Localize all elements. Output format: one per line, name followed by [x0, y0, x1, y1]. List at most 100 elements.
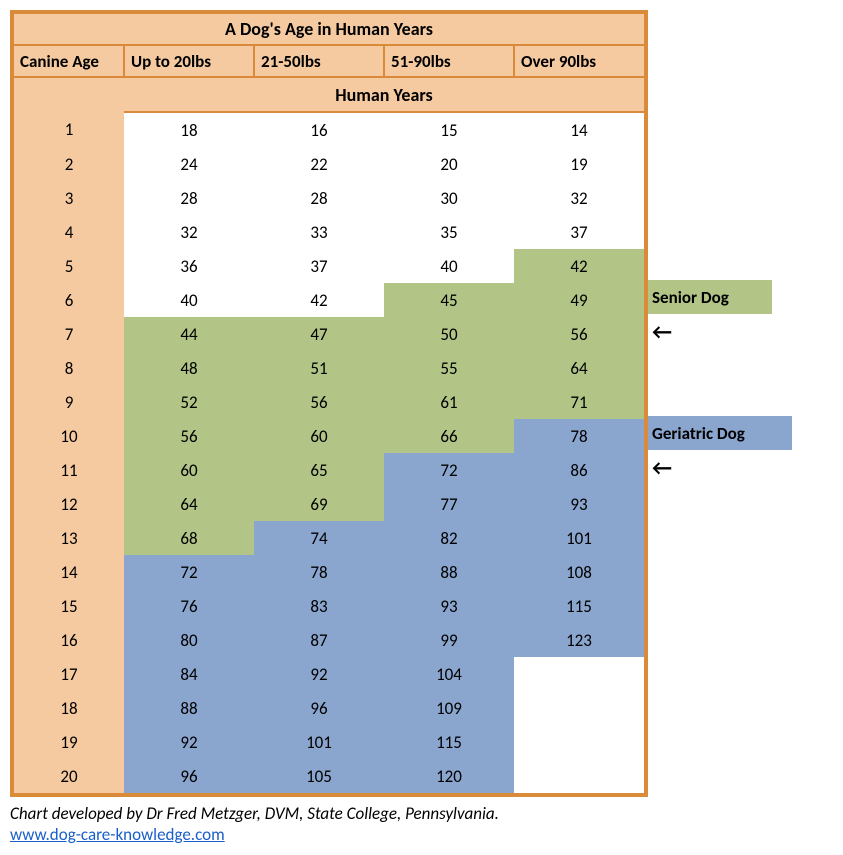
canine-age-cell: 17: [12, 657, 124, 691]
canine-age-cell: 8: [12, 351, 124, 385]
data-cell: 51: [254, 351, 384, 385]
table-row: 952566171: [12, 385, 646, 419]
legend-panel: Senior Dog←Geriatric Dog←: [648, 10, 792, 790]
table-row: 536374042: [12, 249, 646, 283]
legend-spacer: [648, 348, 792, 382]
data-cell: 72: [124, 555, 254, 589]
col-header-21-50: 21-50lbs: [254, 45, 384, 77]
data-cell: 32: [124, 215, 254, 249]
data-cell: 123: [514, 623, 646, 657]
legend-spacer: [648, 212, 792, 246]
data-cell: 15: [384, 112, 514, 147]
data-cell: 49: [514, 283, 646, 317]
data-cell: 16: [254, 112, 384, 147]
data-cell: 101: [254, 725, 384, 759]
col-header-over-90: Over 90lbs: [514, 45, 646, 77]
table-row: 188896109: [12, 691, 646, 725]
data-cell: 88: [124, 691, 254, 725]
table-row: 2096105120: [12, 759, 646, 795]
data-cell: 40: [384, 249, 514, 283]
data-cell: 87: [254, 623, 384, 657]
data-cell: [514, 725, 646, 759]
canine-age-cell: 7: [12, 317, 124, 351]
legend-spacer: [648, 110, 792, 144]
data-cell: 47: [254, 317, 384, 351]
data-cell: 71: [514, 385, 646, 419]
data-cell: 78: [514, 419, 646, 453]
legend-spacer: [648, 246, 792, 280]
data-cell: 105: [254, 759, 384, 795]
data-cell: 93: [514, 487, 646, 521]
data-cell: [514, 657, 646, 691]
data-cell: 32: [514, 181, 646, 215]
table-row: 1160657286: [12, 453, 646, 487]
table-row: 1264697793: [12, 487, 646, 521]
legend-geriatric: Geriatric Dog: [648, 416, 792, 450]
legend-spacer: [648, 382, 792, 416]
data-cell: 92: [254, 657, 384, 691]
data-cell: 88: [384, 555, 514, 589]
data-cell: 76: [124, 589, 254, 623]
data-cell: 45: [384, 283, 514, 317]
data-cell: 56: [254, 385, 384, 419]
data-cell: 78: [254, 555, 384, 589]
data-cell: 48: [124, 351, 254, 385]
data-cell: 66: [384, 419, 514, 453]
header-row: Canine Age Up to 20lbs 21-50lbs 51-90lbs…: [12, 45, 646, 77]
legend-spacer: [648, 518, 792, 552]
data-cell: 20: [384, 147, 514, 181]
legend-senior: Senior Dog: [648, 280, 772, 314]
canine-age-cell: 9: [12, 385, 124, 419]
data-cell: 36: [124, 249, 254, 283]
data-cell: 56: [514, 317, 646, 351]
canine-age-cell: 6: [12, 283, 124, 317]
data-cell: 42: [514, 249, 646, 283]
data-cell: 18: [124, 112, 254, 147]
data-cell: 80: [124, 623, 254, 657]
data-cell: 28: [124, 181, 254, 215]
legend-spacer: [648, 688, 792, 722]
arrow-icon: ←: [648, 314, 792, 348]
canine-age-cell: 10: [12, 419, 124, 453]
legend-spacer: [648, 178, 792, 212]
table-row: 16808799123: [12, 623, 646, 657]
canine-age-cell: 11: [12, 453, 124, 487]
canine-age-cell: 20: [12, 759, 124, 795]
data-cell: 42: [254, 283, 384, 317]
data-cell: 99: [384, 623, 514, 657]
data-cell: 82: [384, 521, 514, 555]
table-row: 1056606678: [12, 419, 646, 453]
data-cell: 60: [124, 453, 254, 487]
legend-spacer: [648, 586, 792, 620]
dog-age-table: A Dog's Age in Human Years Canine Age Up…: [10, 10, 648, 797]
canine-age-cell: 18: [12, 691, 124, 725]
col-header-canine-age: Canine Age: [12, 45, 124, 77]
table-row: 178492104: [12, 657, 646, 691]
data-cell: 96: [254, 691, 384, 725]
canine-age-cell: 4: [12, 215, 124, 249]
canine-age-cell: 5: [12, 249, 124, 283]
data-cell: 22: [254, 147, 384, 181]
data-cell: 84: [124, 657, 254, 691]
data-cell: [514, 759, 646, 795]
data-cell: 37: [254, 249, 384, 283]
source-link[interactable]: www.dog-care-knowledge.com: [10, 824, 225, 845]
canine-age-cell: 13: [12, 521, 124, 555]
table-row: 118161514: [12, 112, 646, 147]
data-cell: 92: [124, 725, 254, 759]
data-cell: 108: [514, 555, 646, 589]
data-cell: 44: [124, 317, 254, 351]
data-cell: 61: [384, 385, 514, 419]
legend-spacer: [648, 484, 792, 518]
table-row: 328283032: [12, 181, 646, 215]
table-row: 224222019: [12, 147, 646, 181]
table-row: 744475056: [12, 317, 646, 351]
table-row: 15768393115: [12, 589, 646, 623]
sub-header-label: Human Years: [124, 77, 646, 112]
data-cell: 56: [124, 419, 254, 453]
table-title: A Dog's Age in Human Years: [12, 12, 646, 45]
legend-spacer: [648, 722, 792, 756]
sub-header-row: Human Years: [12, 77, 646, 112]
data-cell: 30: [384, 181, 514, 215]
data-cell: 14: [514, 112, 646, 147]
